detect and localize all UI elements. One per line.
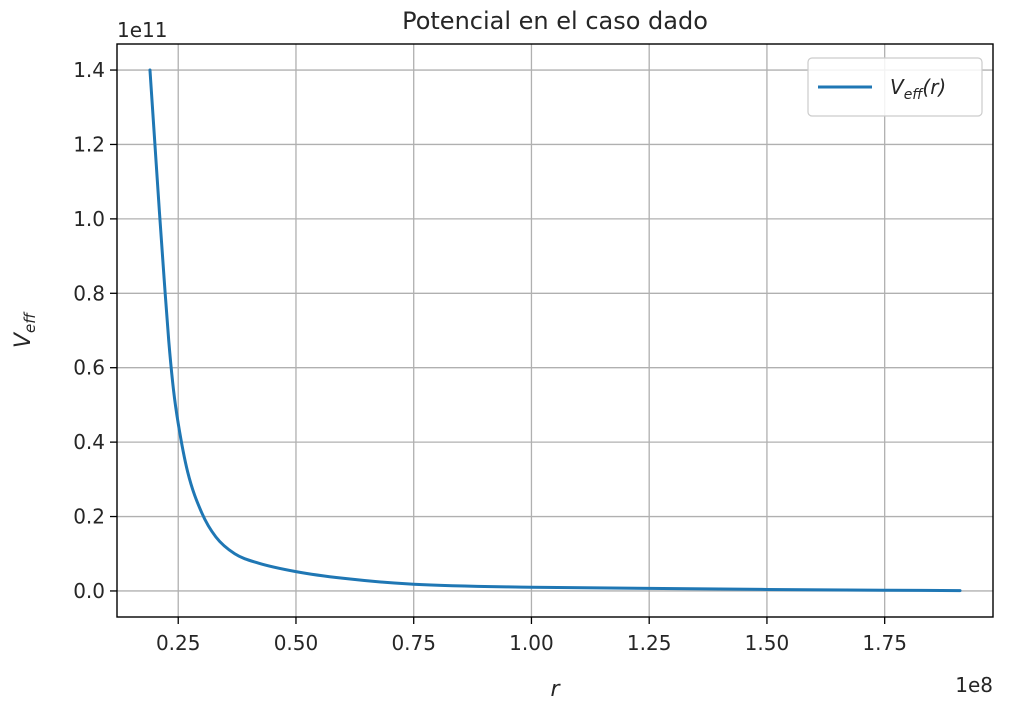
y-tick-label: 1.2 xyxy=(73,132,105,156)
legend: Veff(r) xyxy=(807,57,983,117)
legend-label-sub: eff xyxy=(904,87,925,103)
x-tick-label: 1.50 xyxy=(745,631,790,655)
y-tick-label: 0.2 xyxy=(73,505,105,529)
y-tick-label: 0.6 xyxy=(73,356,105,380)
legend-box xyxy=(807,57,983,117)
y-offset-label: 1e11 xyxy=(117,18,167,42)
y-ticks: 0.0 0.2 0.4 0.6 0.8 1.0 1.2 1.4 xyxy=(73,58,117,603)
x-offset-label: 1e8 xyxy=(955,673,993,697)
x-tick-label: 0.75 xyxy=(391,631,436,655)
legend-label-main: V xyxy=(890,75,905,99)
x-tick-label: 0.50 xyxy=(274,631,319,655)
y-tick-label: 0.4 xyxy=(73,430,105,454)
y-tick-label: 0.0 xyxy=(73,579,105,603)
y-axis-label-main: V xyxy=(11,331,36,348)
plot-area xyxy=(116,43,994,618)
y-axis-label: Veff xyxy=(11,311,39,348)
x-ticks: 0.25 0.50 0.75 1.00 1.25 1.50 1.75 xyxy=(156,617,907,655)
x-tick-label: 1.75 xyxy=(862,631,907,655)
x-tick-label: 0.25 xyxy=(156,631,201,655)
chart-title: Potencial en el caso dado xyxy=(402,7,708,35)
y-tick-label: 0.8 xyxy=(73,281,105,305)
x-axis-label: r xyxy=(550,677,561,702)
legend-label-suffix: (r) xyxy=(922,75,946,99)
grid xyxy=(117,44,993,617)
y-axis-label-sub: eff xyxy=(21,311,39,333)
legend-label-veff: Veff(r) xyxy=(890,75,946,103)
series-line-veff xyxy=(148,68,962,593)
y-tick-label: 1.4 xyxy=(73,58,105,82)
x-tick-label: 1.25 xyxy=(627,631,672,655)
x-tick-label: 1.00 xyxy=(509,631,554,655)
y-tick-label: 1.0 xyxy=(73,207,105,231)
